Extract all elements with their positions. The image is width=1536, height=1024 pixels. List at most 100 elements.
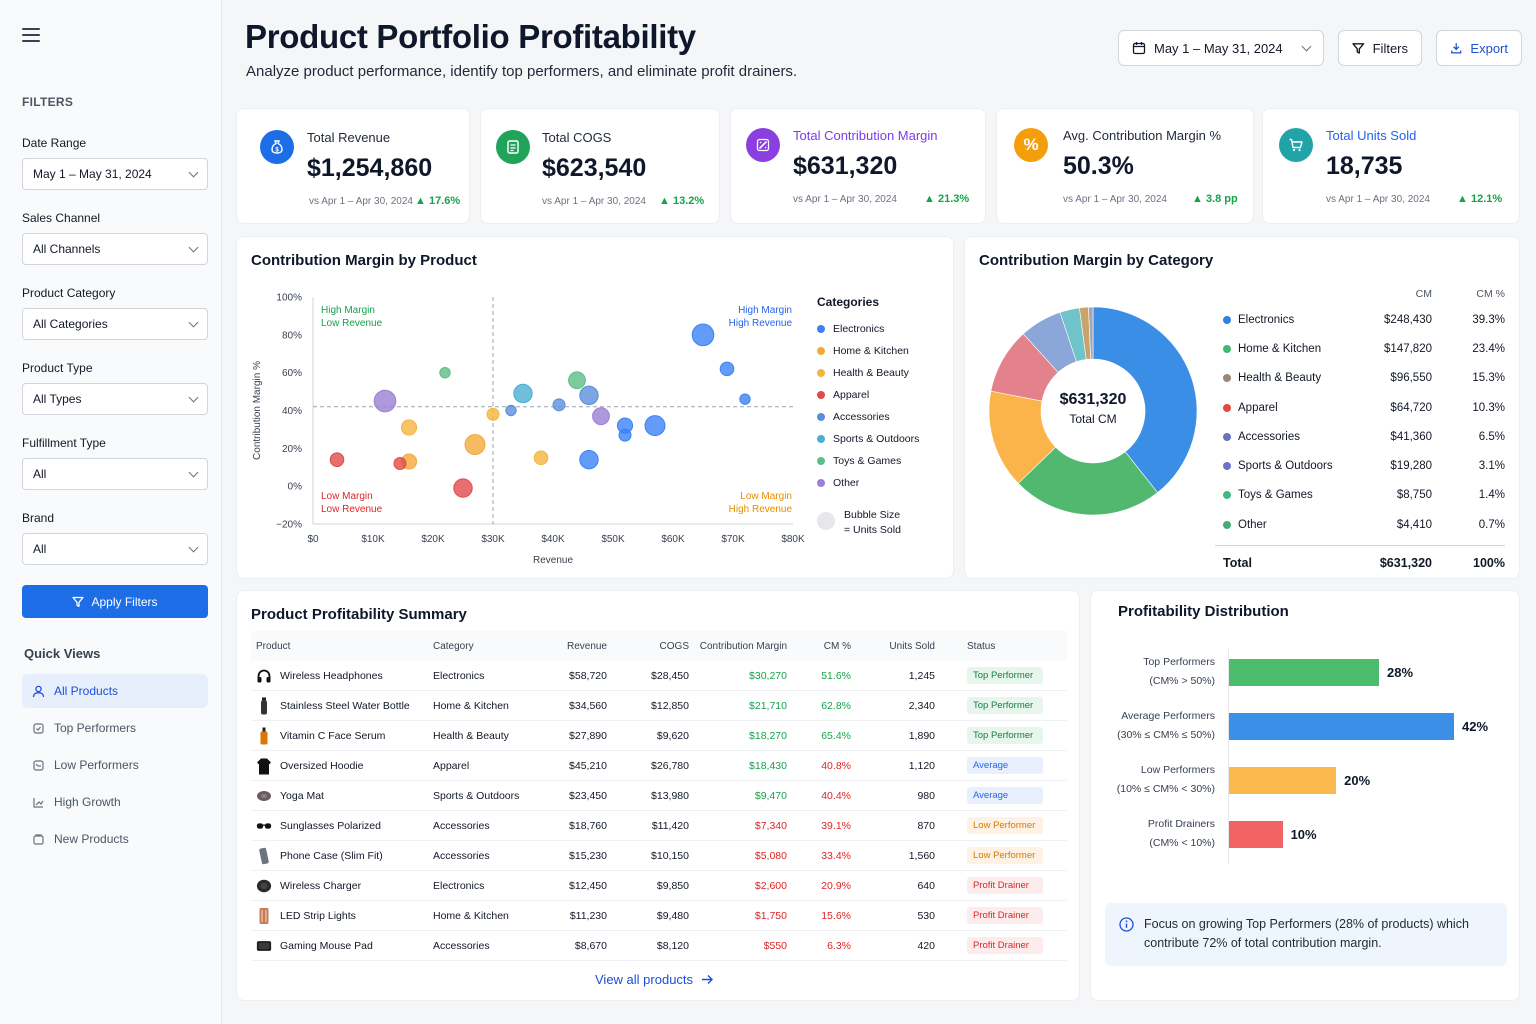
bubble-point[interactable] <box>513 383 533 404</box>
quick-view-all-products[interactable]: All Products <box>22 674 208 708</box>
bubble-point[interactable] <box>486 407 500 421</box>
category-name: Apparel <box>1238 401 1278 414</box>
view-all-products-link[interactable]: View all products <box>595 972 714 987</box>
apply-filters-button[interactable]: Apply Filters <box>22 585 208 618</box>
column-header[interactable]: Contribution Margin <box>699 640 787 652</box>
bubble-point[interactable] <box>719 361 735 377</box>
legend-item[interactable]: Other <box>817 472 941 494</box>
bubble-point[interactable] <box>618 428 632 442</box>
category-row[interactable]: Electronics $248,430 39.3% <box>1215 305 1505 334</box>
legend-item[interactable]: Sports & Outdoors <box>817 428 941 450</box>
category-row[interactable]: Sports & Outdoors $19,280 3.1% <box>1215 451 1505 480</box>
status-badge: Profit Drainer <box>967 877 1043 894</box>
table-row[interactable]: Stainless Steel Water Bottle Home & Kitch… <box>251 691 1067 721</box>
bubble-point[interactable] <box>533 450 549 466</box>
table-row[interactable]: Phone Case (Slim Fit) Accessories $15,230 $… <box>251 841 1067 871</box>
quick-view-new-products[interactable]: New Products <box>22 822 208 856</box>
donut-slice[interactable] <box>1088 306 1094 360</box>
table-row[interactable]: Sunglasses Polarized Accessories $18,760 $1… <box>251 811 1067 841</box>
legend-item[interactable]: Toys & Games <box>817 450 941 472</box>
table-row[interactable]: Yoga Mat Sports & Outdoors $23,450 $13,980 $… <box>251 781 1067 811</box>
distribution-bar[interactable] <box>1229 767 1337 794</box>
donut-slice[interactable] <box>1092 306 1198 493</box>
fulfillment-type-select[interactable]: All <box>22 458 208 490</box>
category-row[interactable]: Home & Kitchen $147,820 23.4% <box>1215 334 1505 363</box>
table-row[interactable]: Gaming Mouse Pad Accessories $8,670 $8,120 $… <box>251 931 1067 961</box>
column-header[interactable]: Product <box>256 640 291 652</box>
category-row[interactable]: Toys & Games $8,750 1.4% <box>1215 481 1505 510</box>
table-row[interactable]: Oversized Hoodie Apparel $45,210 $26,780 $18… <box>251 751 1067 781</box>
menu-icon[interactable] <box>22 28 40 44</box>
bubble-point[interactable] <box>329 452 345 467</box>
scatter-legend: Categories Electronics Home & Kitchen Heal… <box>817 295 941 538</box>
status-badge: Average <box>967 757 1043 774</box>
filter-sales-channel: Sales Channel All Channels <box>22 211 208 265</box>
date-range-picker[interactable]: May 1 – May 31, 2024 <box>1118 30 1324 66</box>
distribution-bar[interactable] <box>1229 821 1283 848</box>
category-row[interactable]: Other $4,410 0.7% <box>1215 510 1505 539</box>
legend-label: Toys & Games <box>833 455 902 467</box>
legend-item[interactable]: Apparel <box>817 384 941 406</box>
bubble-point[interactable] <box>739 393 751 405</box>
new-box-icon <box>33 833 44 845</box>
legend-item[interactable]: Accessories <box>817 406 941 428</box>
bubble-point[interactable] <box>393 456 407 470</box>
column-header[interactable]: Revenue <box>566 640 607 652</box>
bubble-point[interactable] <box>453 478 473 498</box>
export-button[interactable]: Export <box>1436 30 1522 66</box>
table-row[interactable]: LED Strip Lights Home & Kitchen $11,230 $9,… <box>251 901 1067 931</box>
table-row[interactable]: Wireless Headphones Electronics $58,720 $28… <box>251 661 1067 691</box>
quick-view-high-growth[interactable]: High Growth <box>22 785 208 819</box>
legend-item[interactable]: Home & Kitchen <box>817 340 941 362</box>
category-row[interactable]: Health & Beauty $96,550 15.3% <box>1215 364 1505 393</box>
bubble-point[interactable] <box>400 419 418 436</box>
date-range-select[interactable]: May 1 – May 31, 2024 <box>22 158 208 190</box>
x-tick-label: $80K <box>781 534 805 545</box>
column-header[interactable]: COGS <box>659 640 689 652</box>
legend-label: Health & Beauty <box>833 367 909 379</box>
distribution-bar[interactable] <box>1229 713 1454 740</box>
product-category-select[interactable]: All Categories <box>22 308 208 340</box>
bubble-point[interactable] <box>579 449 599 470</box>
bubble-point[interactable] <box>439 366 451 379</box>
product-name: LED Strip Lights <box>280 909 356 922</box>
column-header[interactable]: Status <box>967 640 996 652</box>
filter-label: Product Type <box>22 361 93 375</box>
brand-select[interactable]: All <box>22 533 208 565</box>
bubble-point[interactable] <box>691 323 715 347</box>
kpi-value: 18,735 <box>1326 152 1403 180</box>
table-title: Product Profitability Summary <box>251 606 467 623</box>
product-cm: $18,430 <box>749 759 787 772</box>
quick-view-top-performers[interactable]: Top Performers <box>22 711 208 745</box>
bubble-point[interactable] <box>568 371 586 390</box>
bubble-point[interactable] <box>373 389 397 413</box>
category-name: Electronics <box>1238 313 1295 326</box>
column-header[interactable]: Units Sold <box>889 640 935 652</box>
donut-slice[interactable] <box>1017 446 1158 516</box>
bubble-point[interactable] <box>505 404 517 417</box>
table-row[interactable]: Wireless Charger Electronics $12,450 $9,850… <box>251 871 1067 901</box>
legend-item[interactable]: Health & Beauty <box>817 362 941 384</box>
category-row[interactable]: Accessories $41,360 6.5% <box>1215 422 1505 451</box>
bubble-point[interactable] <box>592 407 610 426</box>
bubble-point[interactable] <box>464 434 486 456</box>
filters-button[interactable]: Filters <box>1338 30 1422 66</box>
bubble-point[interactable] <box>552 398 566 412</box>
category-cm: $41,360 <box>1390 430 1432 443</box>
quick-view-low-performers[interactable]: Low Performers <box>22 748 208 782</box>
column-header[interactable]: CM % <box>823 640 851 652</box>
category-row[interactable]: Apparel $64,720 10.3% <box>1215 393 1505 422</box>
x-tick-label: $20K <box>421 534 445 545</box>
product-units: 1,890 <box>908 729 935 742</box>
table-row[interactable]: Vitamin C Face Serum Health & Beauty $27,8… <box>251 721 1067 751</box>
column-header[interactable]: Category <box>433 640 474 652</box>
product-type-select[interactable]: All Types <box>22 383 208 415</box>
bubble-point[interactable] <box>579 385 599 406</box>
distribution-category: Low Performers <box>1140 764 1215 776</box>
category-swatch <box>1223 374 1231 383</box>
legend-item[interactable]: Electronics <box>817 318 941 340</box>
bubble-point[interactable] <box>644 415 666 437</box>
filter-product-type: Product Type All Types <box>22 361 208 415</box>
sales-channel-select[interactable]: All Channels <box>22 233 208 265</box>
distribution-bar[interactable] <box>1229 659 1379 686</box>
